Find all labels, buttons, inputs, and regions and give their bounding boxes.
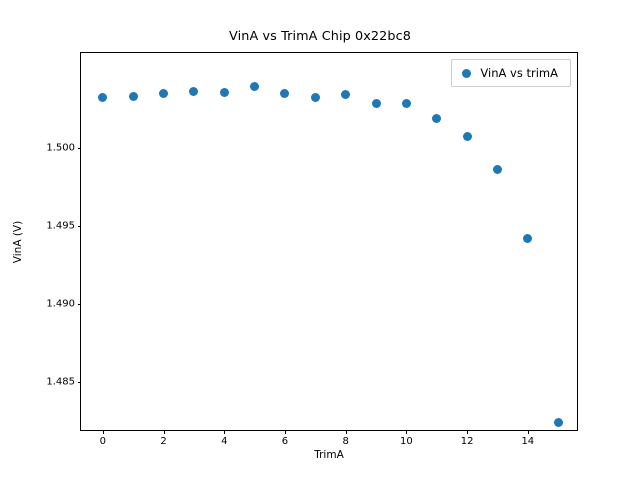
legend-marker-icon <box>462 68 472 78</box>
y-axis-label-text: VinA (V) <box>12 220 25 263</box>
data-point <box>189 86 199 96</box>
x-axis-tick <box>102 430 104 434</box>
data-point <box>401 99 411 109</box>
y-axis-label: VinA (V) <box>11 52 25 431</box>
data-point <box>523 233 533 243</box>
y-axis-tick <box>77 225 81 227</box>
data-point <box>159 89 169 99</box>
x-axis-tick-label: 12 <box>460 436 474 447</box>
data-point <box>341 89 351 99</box>
legend-label: VinA vs trimA <box>480 66 558 80</box>
y-axis-tick <box>77 382 81 384</box>
chart-title: VinA vs TrimA Chip 0x22bc8 <box>229 29 411 44</box>
data-point <box>432 114 442 124</box>
y-axis-tick <box>77 147 81 149</box>
data-point <box>219 88 229 98</box>
data-point <box>98 93 108 103</box>
y-axis-tick-label: 1.485 <box>46 376 75 388</box>
x-axis-tick <box>163 430 165 434</box>
x-axis-tick <box>406 430 408 434</box>
x-axis-label-text: TrimA <box>314 449 344 461</box>
x-axis-tick <box>345 430 347 434</box>
x-axis-tick-label: 4 <box>221 436 228 447</box>
data-point <box>462 132 472 142</box>
x-axis-tick-label: 8 <box>342 436 349 447</box>
data-point <box>250 82 260 92</box>
x-axis-tick-label: 2 <box>160 436 167 447</box>
x-axis-tick-label: 0 <box>99 436 107 447</box>
y-axis-tick <box>77 304 81 306</box>
data-point <box>128 91 138 101</box>
x-axis-tick <box>224 430 226 434</box>
x-axis-label: TrimA <box>80 449 578 461</box>
data-point <box>371 99 381 109</box>
y-axis-tick-label: 1.495 <box>46 220 75 232</box>
data-point <box>310 93 320 103</box>
y-axis-tick-label: 1.500 <box>46 142 75 154</box>
x-axis-tick <box>284 430 286 434</box>
data-point <box>280 88 290 98</box>
x-axis-tick <box>467 430 469 434</box>
legend[interactable]: VinA vs trimA <box>451 59 571 87</box>
data-point <box>492 164 502 174</box>
x-axis-tick-label: 10 <box>400 436 413 447</box>
plot-area: VinA vs trimA 0 2 4 6 8 10 12 14 1.485 1.490 1.495… <box>46 52 578 447</box>
x-axis-tick-label: 14 <box>521 436 535 447</box>
scatter-series-vina-vs-trima <box>81 53 577 430</box>
data-point <box>553 418 563 428</box>
x-axis-tick <box>527 430 529 434</box>
x-axis-tick-label: 6 <box>281 436 289 447</box>
y-axis-tick-label: 1.490 <box>46 298 75 310</box>
